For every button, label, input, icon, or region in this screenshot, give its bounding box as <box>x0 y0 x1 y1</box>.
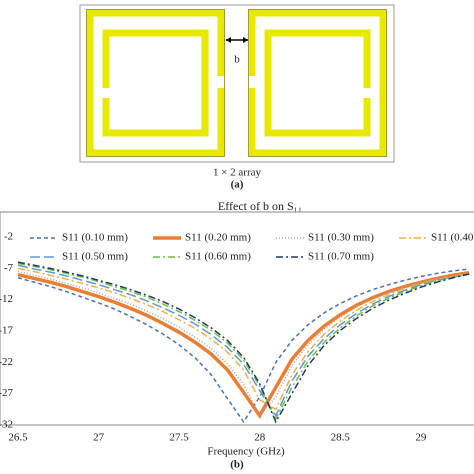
legend-label: S11 (0.20 mm) <box>185 232 251 244</box>
caption: 1 × 2 array <box>213 167 262 179</box>
gap-label: b <box>234 54 240 66</box>
legend-label: S11 (0.70 mm) <box>308 251 374 263</box>
series-line <box>17 268 470 424</box>
plot-frame <box>0 211 474 426</box>
split-gap <box>247 76 257 88</box>
y-tick-label: -12 <box>0 293 13 305</box>
x-tick-label: 28.5 <box>331 432 351 444</box>
ring-edge <box>86 9 225 157</box>
legend-label: S11 (0.30 mm) <box>308 232 374 244</box>
series-line <box>17 262 470 421</box>
y-tick-label: -2 <box>4 231 13 243</box>
x-tick-label: 26.5 <box>8 432 28 444</box>
x-tick-label: 29 <box>415 432 427 444</box>
series-line <box>17 270 470 417</box>
x-tick-label: 27.5 <box>170 432 190 444</box>
y-tick-label: -27 <box>0 387 13 399</box>
y-tick-label: -17 <box>0 325 13 337</box>
series-line <box>17 264 470 418</box>
series-line <box>17 271 470 419</box>
split-gap <box>101 88 111 98</box>
legend-label: S11 (0.10 mm) <box>62 232 128 244</box>
legend-label: S11 (0.50 mm) <box>62 251 128 263</box>
chart-title: Effect of b on S₁₁ <box>218 199 302 213</box>
panel-label: (a) <box>231 179 244 191</box>
legend-label: S11 (0.40 mm) <box>431 232 474 244</box>
srr-diagram: b 1 × 2 array (a) <box>79 4 395 191</box>
arrow-heads <box>226 37 248 43</box>
y-tick-label: -32 <box>0 419 13 431</box>
series-line <box>17 261 470 424</box>
x-axis-label: Frequency (GHz) <box>207 446 285 458</box>
ring-edge <box>248 9 387 157</box>
y-tick-label: -22 <box>0 356 13 368</box>
x-tick-label: 28 <box>254 432 266 444</box>
legend-label: S11 (0.60 mm) <box>185 251 251 263</box>
y-tick-label: -7 <box>4 262 14 274</box>
panel-label: (b) <box>230 459 244 471</box>
substrate <box>79 4 395 163</box>
x-tick-label: 27 <box>93 432 105 444</box>
split-gap <box>362 88 372 98</box>
split-gap <box>216 76 226 88</box>
inner-ring <box>264 29 371 137</box>
inner-ring <box>102 29 209 137</box>
series-line <box>17 267 470 411</box>
